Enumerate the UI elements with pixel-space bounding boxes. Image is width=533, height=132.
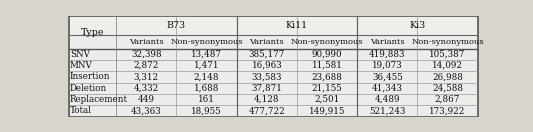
Text: Type: Type: [80, 28, 104, 37]
Text: 385,177: 385,177: [248, 50, 285, 59]
Bar: [69, 60, 478, 71]
Text: 4,489: 4,489: [375, 95, 400, 104]
Bar: [69, 71, 478, 83]
Text: 105,387: 105,387: [429, 50, 466, 59]
Text: 43,363: 43,363: [131, 107, 161, 116]
Text: 2,867: 2,867: [435, 95, 460, 104]
Text: Variants: Variants: [129, 38, 164, 46]
Text: 419,883: 419,883: [369, 50, 406, 59]
Text: 37,871: 37,871: [252, 84, 282, 93]
Text: Non-synonymous: Non-synonymous: [290, 38, 364, 46]
Text: Insertion: Insertion: [70, 72, 110, 81]
Text: 41,343: 41,343: [372, 84, 403, 93]
Text: 449: 449: [138, 95, 155, 104]
Text: Replacement: Replacement: [70, 95, 128, 104]
Text: 23,688: 23,688: [312, 72, 343, 81]
Text: Non-synonymous: Non-synonymous: [411, 38, 484, 46]
Text: 4,332: 4,332: [134, 84, 159, 93]
Bar: [69, 94, 478, 105]
Text: Ki11: Ki11: [286, 21, 308, 30]
Text: Total: Total: [70, 107, 92, 116]
Text: 4,128: 4,128: [254, 95, 279, 104]
Bar: [69, 83, 478, 94]
Text: 24,588: 24,588: [432, 84, 463, 93]
Text: 2,148: 2,148: [194, 72, 219, 81]
Text: 33,583: 33,583: [252, 72, 282, 81]
Text: 18,955: 18,955: [191, 107, 222, 116]
Text: 11,581: 11,581: [312, 61, 343, 70]
Text: Variants: Variants: [370, 38, 405, 46]
Text: 161: 161: [198, 95, 215, 104]
Text: 173,922: 173,922: [429, 107, 466, 116]
Text: 26,988: 26,988: [432, 72, 463, 81]
Bar: [69, 105, 478, 117]
Text: Variants: Variants: [249, 38, 284, 46]
Text: SNV: SNV: [70, 50, 90, 59]
Text: 32,398: 32,398: [131, 50, 161, 59]
Text: 1,471: 1,471: [194, 61, 219, 70]
Text: 90,990: 90,990: [312, 50, 342, 59]
Text: 477,722: 477,722: [248, 107, 285, 116]
Text: 14,092: 14,092: [432, 61, 463, 70]
Text: 19,073: 19,073: [372, 61, 402, 70]
Text: 13,487: 13,487: [191, 50, 222, 59]
Text: Deletion: Deletion: [70, 84, 107, 93]
Text: 21,155: 21,155: [312, 84, 342, 93]
Bar: [69, 49, 478, 60]
Text: 2,501: 2,501: [314, 95, 340, 104]
Text: 16,963: 16,963: [252, 61, 282, 70]
Text: 3,312: 3,312: [134, 72, 159, 81]
Text: 149,915: 149,915: [309, 107, 345, 116]
Text: 1,688: 1,688: [194, 84, 219, 93]
Text: 36,455: 36,455: [372, 72, 402, 81]
Text: 521,243: 521,243: [369, 107, 406, 116]
Text: B73: B73: [167, 21, 186, 30]
Text: Non-synonymous: Non-synonymous: [170, 38, 243, 46]
Text: Ki3: Ki3: [409, 21, 425, 30]
Bar: [69, 16, 478, 35]
Text: 2,872: 2,872: [134, 61, 159, 70]
Text: MNV: MNV: [70, 61, 93, 70]
